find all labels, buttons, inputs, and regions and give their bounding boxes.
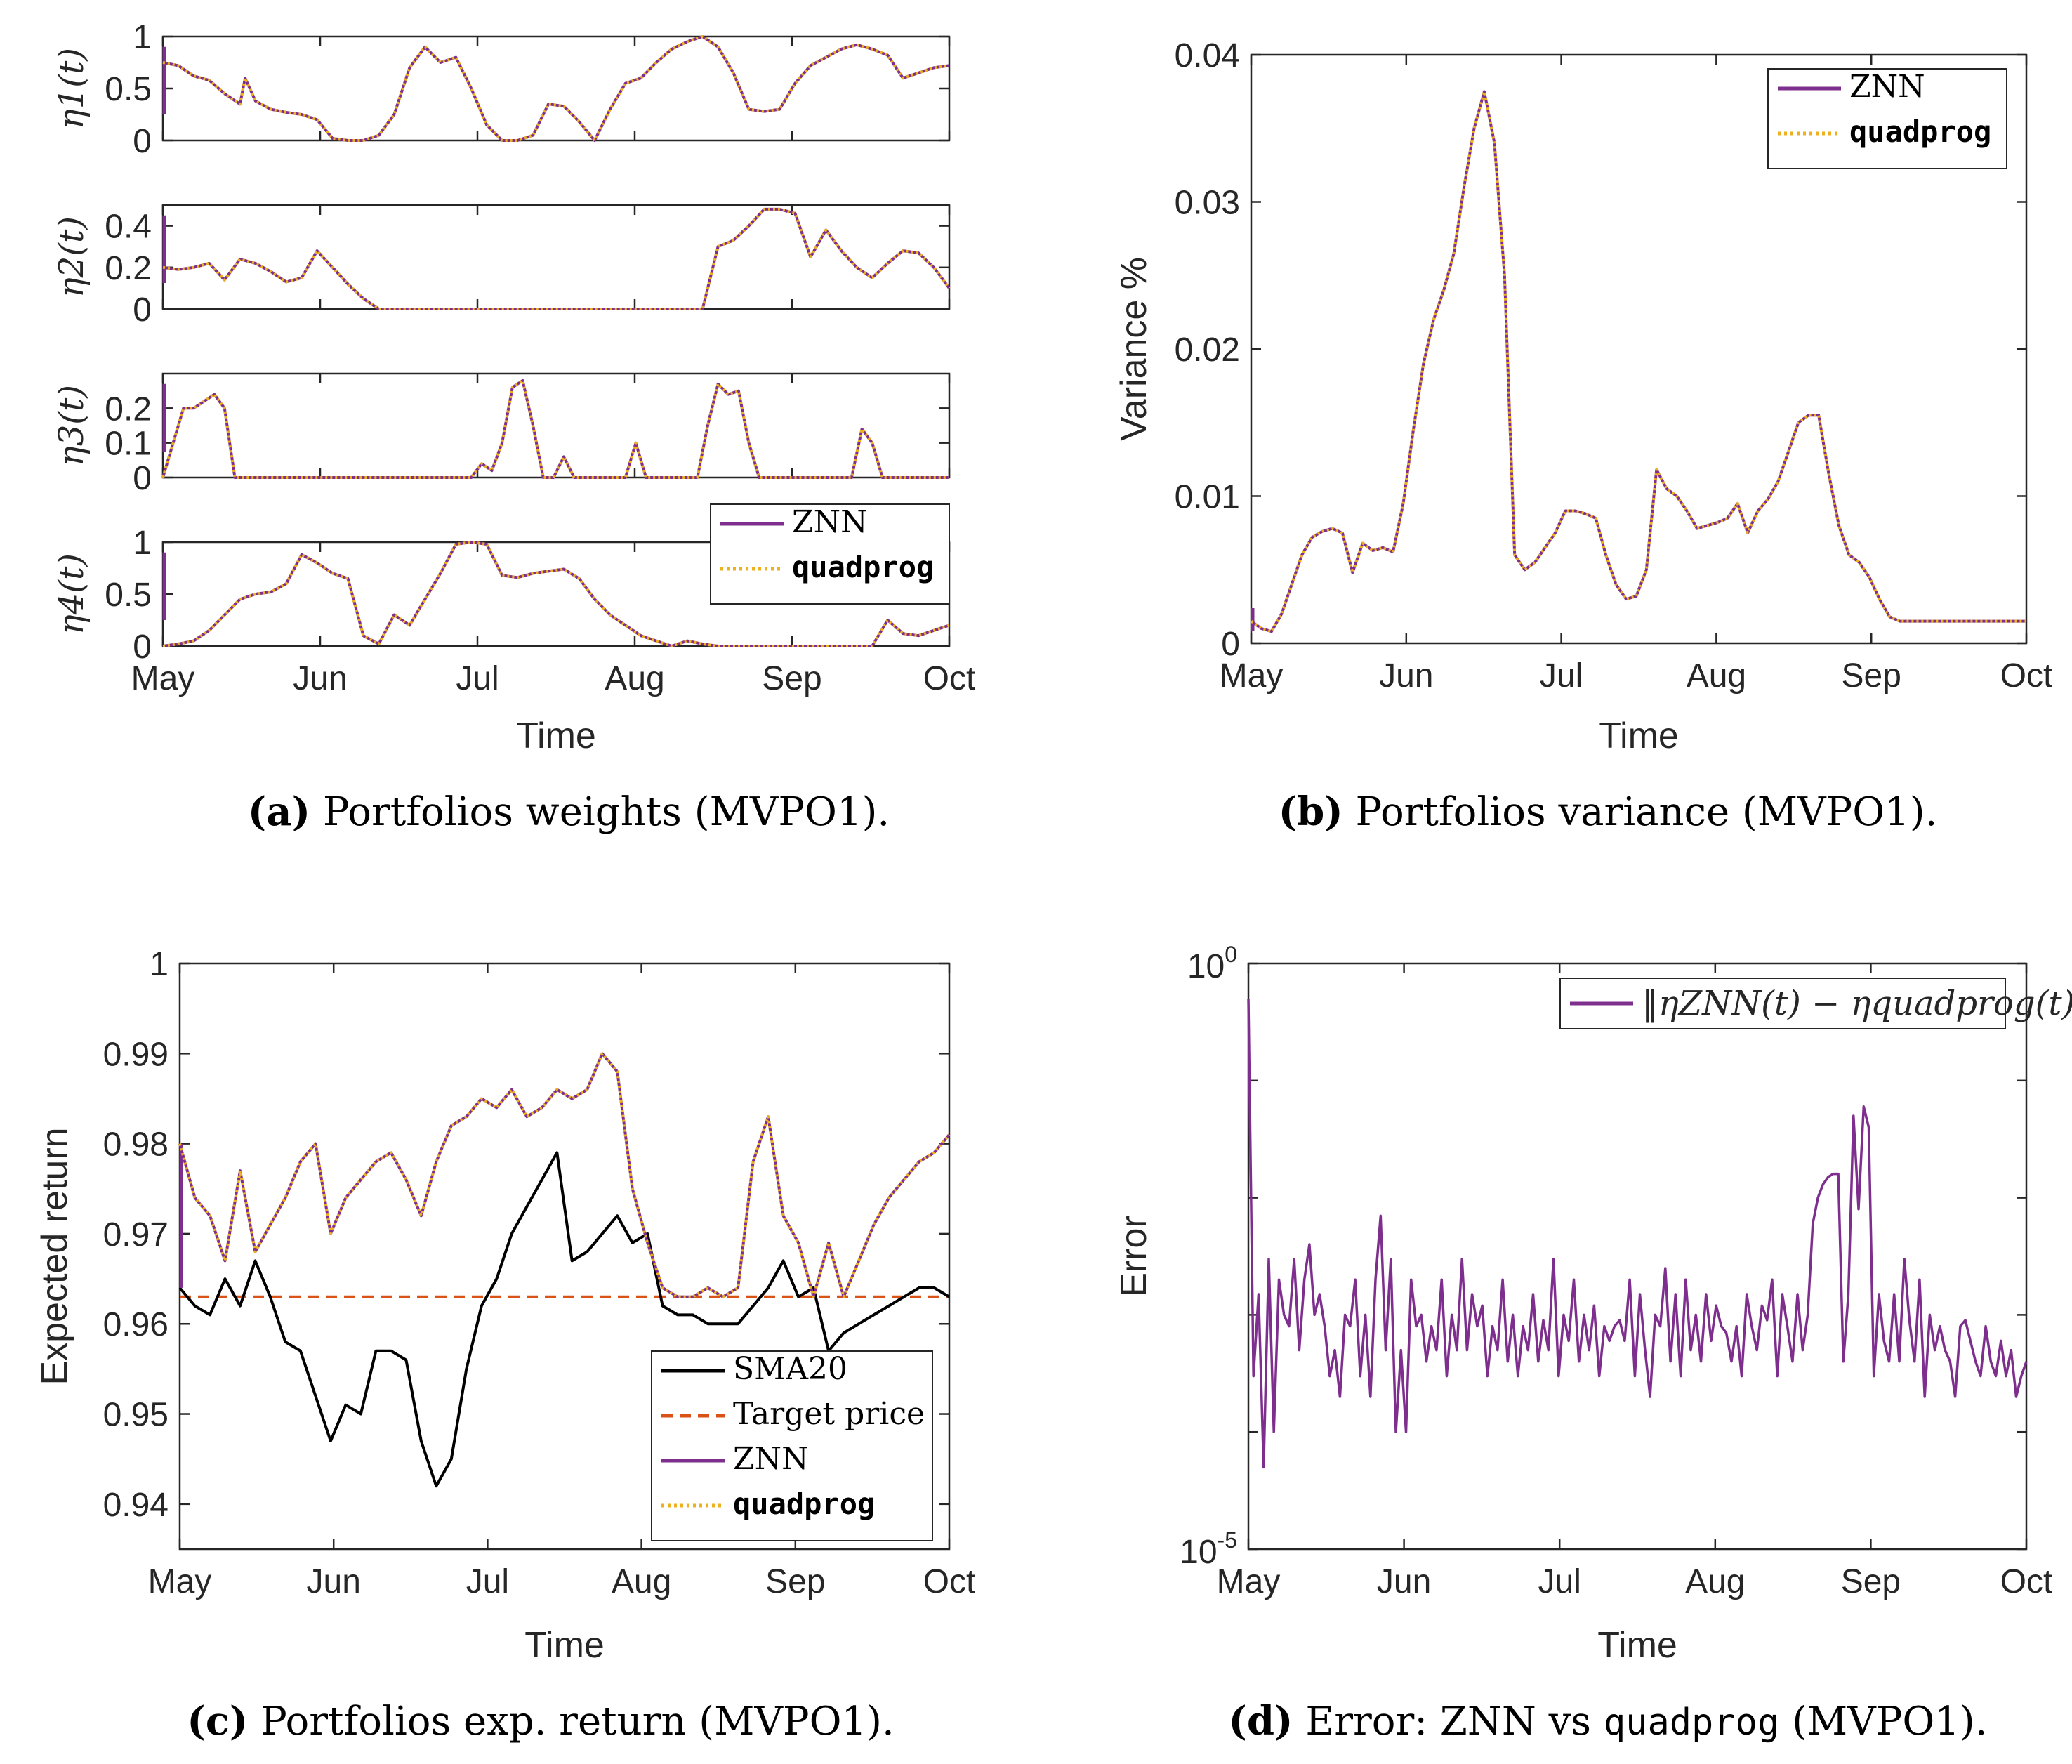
a-sub3-ytick-label: 0.1 <box>105 426 152 463</box>
b-ytick-label: 0.01 <box>1175 479 1240 516</box>
c-ytick-label: 0.98 <box>103 1126 169 1164</box>
c-ytick-label: 0.99 <box>103 1036 169 1073</box>
c-ylabel: Expected return <box>34 1127 75 1385</box>
a-xlabel: Time <box>516 716 596 756</box>
a-sub1-ytick-label: 0 <box>133 123 152 160</box>
a-sub4-ylabel: η4(t) <box>52 553 91 635</box>
d-ytick-exp: 0 <box>1225 942 1237 967</box>
b-legend-entry: quadprog <box>1849 114 1991 149</box>
b-quadprog-line <box>1250 90 2026 633</box>
b-xtick-label: Sep <box>1841 657 1901 695</box>
d-ylabel: Error <box>1114 1216 1154 1297</box>
c-legend-box <box>651 1350 933 1541</box>
caption-d: (d) Error: ZNN vs quadprog (MVPO1). <box>1228 1698 1987 1744</box>
d-xtick-label: Jul <box>1538 1563 1581 1600</box>
b-ylabel: Variance % <box>1114 257 1154 441</box>
d-error-line <box>1247 999 2028 1469</box>
c-ytick-label: 0.97 <box>103 1216 169 1253</box>
d-ytick-label-bottom: 10-5 <box>1180 1527 1237 1571</box>
a-legend-entry: ZNN <box>792 504 868 540</box>
a-sub4-xtick-label: May <box>131 660 195 697</box>
c-quadprog-line <box>178 1052 951 1298</box>
d-xlabel: Time <box>1597 1625 1677 1666</box>
c-xtick-label: Sep <box>765 1563 825 1600</box>
a-sub2-ytick-label: 0 <box>133 291 152 329</box>
b-ytick-label: 0.03 <box>1175 185 1240 222</box>
a-sub1-ytick-label: 1 <box>133 19 152 56</box>
d-xtick-label: Sep <box>1841 1563 1901 1600</box>
b-legend-box <box>1767 68 2007 169</box>
c-sma20-line <box>178 1151 951 1488</box>
c-legend-entry: quadprog <box>733 1487 875 1521</box>
c-ytick-label: 0.96 <box>103 1306 169 1343</box>
a-sub3-ylabel: η3(t) <box>52 385 91 466</box>
b-xtick-label: Oct <box>2000 657 2053 695</box>
c-ytick-label: 0.94 <box>103 1487 169 1524</box>
c-legend-entry: ZNN <box>733 1441 809 1477</box>
c-legend-entry: SMA20 <box>733 1351 847 1387</box>
b-ytick-label: 0.04 <box>1175 37 1240 74</box>
d-ytick-exp: -5 <box>1218 1527 1237 1553</box>
c-xtick-label: Aug <box>612 1563 671 1600</box>
a-sub4-xtick-label: Jul <box>456 660 499 697</box>
c-xlabel: Time <box>524 1625 605 1666</box>
a-sub3-ytick-label: 0 <box>133 460 152 497</box>
c-xtick-label: May <box>148 1563 212 1600</box>
c-legend-entry: Target price <box>733 1396 925 1432</box>
a-sub3-ytick-label: 0.2 <box>105 390 152 428</box>
c-ytick-label: 1 <box>150 946 169 983</box>
b-xtick-label: May <box>1220 657 1284 695</box>
panel-c-expected-return: May Jun Jul Aug Sep Oct 0.94 0.95 0.96 0.97 0.98 0.… <box>34 946 975 1666</box>
a-sub4-xtick-label: Sep <box>762 660 821 697</box>
a-sub4-xtick-label: Jun <box>293 660 347 697</box>
d-xtick-label: Jun <box>1377 1563 1431 1600</box>
d-xtick-label: Oct <box>2000 1563 2053 1600</box>
a-sub2-ytick-label: 0.4 <box>105 209 152 246</box>
a-sub3-znn-line <box>161 379 949 479</box>
c-ytick-label: 0.95 <box>103 1397 169 1434</box>
b-xtick-label: Jul <box>1540 657 1583 695</box>
a-sub4-xtick-label: Aug <box>605 660 664 697</box>
d-xtick-label: May <box>1217 1563 1281 1600</box>
a-legend-entry: quadprog <box>792 550 934 584</box>
caption-b: (b) Portfolios variance (MVPO1). <box>1279 789 1938 835</box>
c-xtick-label: Jul <box>466 1563 509 1600</box>
a-legend-box <box>710 503 950 605</box>
b-legend-entry: ZNN <box>1849 69 1925 105</box>
panel-b-variance: May Jun Jul Aug Sep Oct 0 0.01 0.02 0.03 0.04 Varia… <box>1114 37 2052 756</box>
a-sub4-ytick-label: 1 <box>133 525 152 562</box>
a-sub1-quadprog-line <box>162 35 950 142</box>
d-legend-entry: ‖ηZNN(t) − ηquadprog(t)‖²₂ <box>1642 984 2072 1023</box>
caption-c: (c) Portfolios exp. return (MVPO1). <box>187 1698 895 1744</box>
a-sub2-ylabel: η2(t) <box>52 216 91 298</box>
b-xtick-label: Aug <box>1687 657 1746 695</box>
a-sub4-xtick-label: Oct <box>923 660 976 697</box>
b-xlabel: Time <box>1599 716 1679 756</box>
b-ytick-label: 0 <box>1221 626 1240 663</box>
a-sub2-ytick-label: 0.2 <box>105 250 152 287</box>
a-sub4-quadprog-line <box>162 541 950 647</box>
b-ytick-label: 0.02 <box>1175 331 1240 369</box>
c-xtick-label: Oct <box>923 1563 976 1600</box>
d-legend-box <box>1559 978 2006 1029</box>
a-sub2-quadprog-line <box>162 207 951 310</box>
panel-d-error: May Jun Jul Aug Sep Oct10010-5ErrorTime‖ηZNN(… <box>1114 942 2072 1666</box>
d-xtick-label: Aug <box>1685 1563 1745 1600</box>
a-sub4-ytick-label: 0.5 <box>105 577 152 614</box>
a-sub4-ytick-label: 0 <box>133 628 152 666</box>
a-sub1-ylabel: η1(t) <box>52 48 91 129</box>
b-xtick-label: Jun <box>1379 657 1433 695</box>
c-xtick-label: Jun <box>307 1563 361 1600</box>
caption-a: (a) Portfolios weights (MVPO1). <box>248 789 890 835</box>
d-axes <box>1247 962 2028 1551</box>
a-sub1-ytick-label: 0.5 <box>105 71 152 108</box>
